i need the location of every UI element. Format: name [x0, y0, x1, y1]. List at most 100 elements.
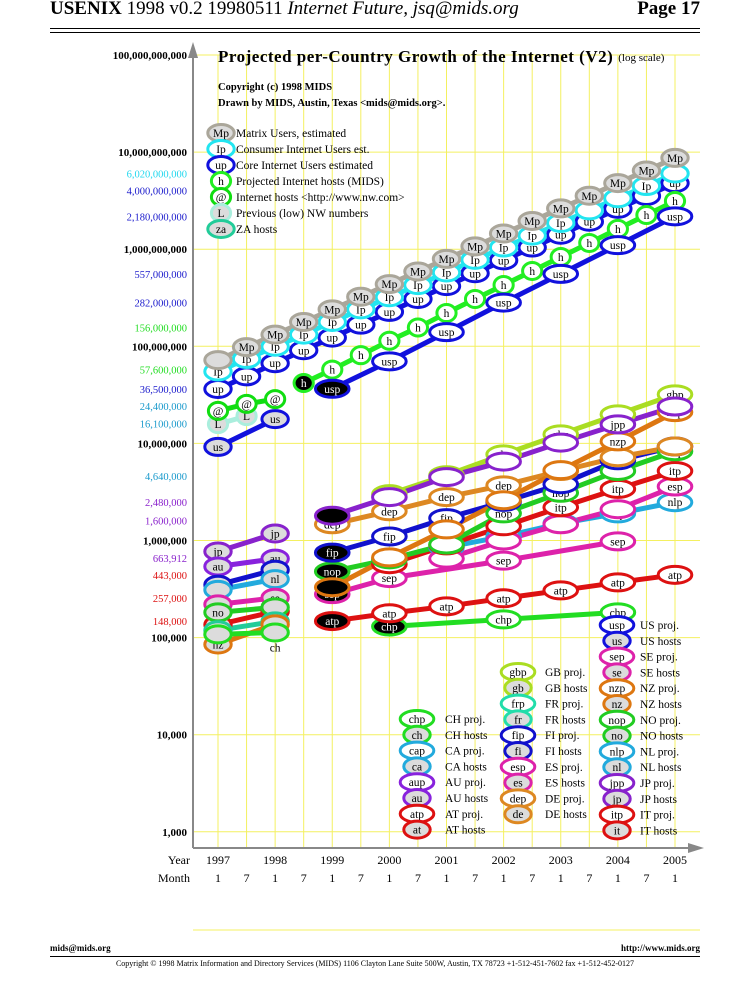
x-tick-year: 1997 [206, 853, 230, 867]
data-point-Mp: Mp [403, 261, 433, 282]
data-point-at-sign: @ [235, 393, 258, 414]
marker-code: h [472, 294, 478, 306]
legend-marker: esp [499, 756, 537, 777]
y-tick-label: 10,000,000,000 [118, 147, 187, 159]
marker-ellipse [602, 820, 632, 841]
data-point-Mp: Mp [288, 311, 319, 332]
marker-code: h [358, 350, 364, 362]
marker-ellipse [374, 274, 405, 295]
x-tick-year: 2002 [492, 853, 516, 867]
data-point-Mp: Mp [346, 286, 376, 307]
marker-ellipse [485, 609, 522, 630]
legend-label: SE proj. [640, 652, 678, 664]
legend-label: IT hosts [640, 825, 678, 837]
data-point-usp: usp [656, 206, 694, 227]
data-point-up: up [203, 379, 233, 400]
legend-label: AT hosts [445, 825, 486, 837]
data-point-Mp: Mp [574, 185, 605, 206]
marker-code: up [498, 255, 510, 267]
data-point-at-sign: @ [206, 400, 230, 421]
marker-code: atp [554, 585, 568, 597]
marker-ellipse [349, 345, 372, 366]
data-point-nlp: nlp [656, 492, 694, 513]
header-title: Internet Future, jsq@mids.org [287, 0, 519, 19]
marker-code: Ip [527, 231, 537, 243]
data-point-dep: dep [428, 487, 465, 508]
marker-ellipse [488, 223, 519, 244]
x-tick-month: 1 [386, 871, 392, 885]
marker-code: usp [609, 620, 625, 632]
marker-ellipse [517, 211, 547, 232]
legend-label: JP proj. [640, 778, 675, 790]
data-point-jpp [428, 467, 465, 488]
marker-code: h [387, 336, 393, 348]
data-point-nzp: nzp [599, 431, 637, 452]
marker-code: up [212, 384, 224, 396]
legend-label: Matrix Users, estimated [236, 128, 346, 140]
legend-marker: it [602, 820, 632, 841]
legend-marker: up [206, 155, 236, 175]
marker-ellipse [485, 550, 522, 571]
marker-code: fr [514, 714, 522, 726]
marker-code: jp [270, 529, 280, 541]
legend-label: GB proj. [545, 667, 585, 679]
data-point-h: h [349, 345, 372, 366]
data-point-jpp [656, 396, 694, 417]
legend-marker: Mp [206, 123, 236, 143]
y-tick-label: 24,400,000 [140, 402, 187, 413]
legend-label: SE hosts [640, 667, 680, 679]
marker-code: @ [270, 394, 281, 406]
marker-ellipse [542, 432, 580, 453]
data-point-h: h [549, 246, 572, 267]
marker-code: up [612, 204, 624, 216]
marker-code: Ip [442, 268, 452, 280]
data-point-Mp: Mp [660, 147, 690, 168]
x-tick-month: 1 [615, 871, 621, 885]
marker-code: sep [610, 536, 626, 548]
x-tick-month: 7 [358, 871, 364, 885]
marker-ellipse [203, 436, 233, 457]
data-point-at-sign: @ [264, 389, 287, 410]
marker-ellipse [599, 499, 637, 520]
data-point-atp: atp [656, 564, 694, 585]
legend-label: FR proj. [545, 699, 583, 711]
marker-code: usp [439, 327, 455, 339]
marker-code: au [270, 554, 281, 566]
data-point-jpp [313, 505, 351, 526]
data-point-fip: fip [371, 526, 408, 547]
y-tick-label: 2,480,000 [145, 498, 187, 509]
marker-code: Mp [410, 267, 426, 279]
marker-code: Mp [239, 342, 255, 354]
data-point-Mp: Mp [517, 211, 547, 232]
marker-ellipse [656, 460, 694, 481]
marker-code: ch [412, 730, 423, 742]
marker-code: chp [495, 614, 512, 626]
marker-ellipse [542, 460, 580, 481]
x-tick-year: 2003 [549, 853, 573, 867]
legend-label: AU hosts [445, 793, 489, 805]
footer-copyright: Copyright © 1998 Matrix Information and … [115, 959, 635, 968]
marker-ellipse [521, 260, 544, 281]
data-point-nzp [485, 490, 522, 511]
marker-code: atp [497, 593, 511, 605]
data-point-h: h [321, 359, 344, 380]
header-rule [50, 28, 700, 29]
data-point-up: up [260, 353, 290, 374]
x-tick-month: 7 [529, 871, 535, 885]
legend-marker: za [206, 219, 236, 239]
data-point-us: us [260, 409, 290, 430]
x-tick-month: 7 [415, 871, 421, 885]
marker-code: es [513, 778, 523, 790]
marker-ellipse [463, 288, 487, 309]
x-tick-year: 1998 [263, 853, 287, 867]
marker-code: cap [409, 746, 425, 758]
data-point-jpp [371, 487, 408, 508]
marker-code: Mp [353, 292, 369, 304]
legend-label: IT proj. [640, 810, 675, 822]
legend-marker: aup [398, 772, 436, 793]
data-point-usp: usp [428, 322, 465, 343]
x-tick-month: 1 [558, 871, 564, 885]
marker-code: Mp [610, 178, 626, 190]
data-point-atp: atp [371, 603, 408, 624]
marker-ellipse [203, 350, 233, 371]
